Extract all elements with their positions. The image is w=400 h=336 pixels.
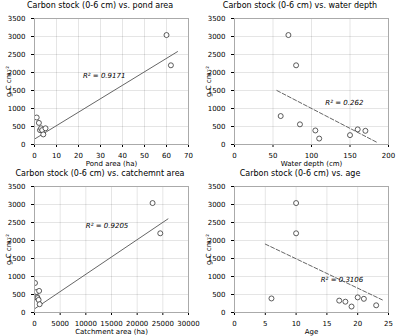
svg-text:2500: 2500 xyxy=(208,51,226,59)
svg-text:3500: 3500 xyxy=(208,183,226,191)
svg-text:R² = 0.9205: R² = 0.9205 xyxy=(86,222,129,230)
svg-text:1000: 1000 xyxy=(8,273,26,281)
svg-text:25: 25 xyxy=(384,320,393,328)
svg-text:15: 15 xyxy=(322,320,331,328)
svg-text:3000: 3000 xyxy=(208,201,226,209)
svg-text:200: 200 xyxy=(382,152,395,160)
html-text:10000 15000 20000: 10000 15000 20000 xyxy=(74,320,149,329)
svg-text:40: 40 xyxy=(118,152,127,161)
svg-text:0: 0 xyxy=(21,141,25,149)
svg-text:2000: 2000 xyxy=(207,68,226,77)
svg-text:3000: 3000 xyxy=(8,201,26,209)
html-text:Carbon stock (0-6 cm) vs. pond: Carbon stock (0-6 cm) vs. pond area xyxy=(26,1,174,10)
svg-text:500: 500 xyxy=(12,123,25,131)
svg-text:3500: 3500 xyxy=(8,183,26,191)
svg-text:500: 500 xyxy=(12,291,25,299)
svg-text:500: 500 xyxy=(212,291,225,299)
svg-text:g C cm⁻²: g C cm⁻² xyxy=(5,66,13,97)
svg-text:R² = 0.3106: R² = 0.3106 xyxy=(321,276,364,284)
svg-text:Water depth (cm): Water depth (cm) xyxy=(281,160,343,168)
svg-text:70: 70 xyxy=(184,152,193,160)
svg-text:0: 0 xyxy=(221,309,225,317)
svg-text:1000: 1000 xyxy=(208,273,226,281)
svg-text:2500: 2500 xyxy=(8,219,26,227)
svg-text:500: 500 xyxy=(212,123,225,131)
svg-text:2500: 2500 xyxy=(208,219,226,227)
svg-text:60: 60 xyxy=(162,152,171,160)
svg-text:3500: 3500 xyxy=(8,15,26,23)
svg-text:0: 0 xyxy=(32,152,36,160)
svg-text:R² = 0.262: R² = 0.262 xyxy=(325,99,364,107)
svg-text:0: 0 xyxy=(221,141,225,149)
svg-text:2000: 2000 xyxy=(7,236,26,245)
svg-text:5000: 5000 xyxy=(51,320,69,328)
svg-text:150: 150 xyxy=(343,152,356,160)
svg-text:2000: 2000 xyxy=(7,68,26,77)
svg-text:2000: 2000 xyxy=(207,236,226,245)
html-text:Carbon stock (0-6 cm) vs. wate: Carbon stock (0-6 cm) vs. water depth xyxy=(222,1,378,10)
svg-text:1000: 1000 xyxy=(208,105,226,113)
svg-text:5: 5 xyxy=(263,320,267,328)
svg-text:R² = 0.9171: R² = 0.9171 xyxy=(83,72,125,80)
svg-text:Age: Age xyxy=(305,328,319,336)
svg-text:20: 20 xyxy=(74,152,83,160)
svg-text:1500: 1500 xyxy=(7,254,26,263)
svg-text:0: 0 xyxy=(21,309,25,317)
svg-text:10: 10 xyxy=(292,320,301,328)
svg-text:50: 50 xyxy=(140,152,149,160)
svg-text:1000: 1000 xyxy=(8,105,26,113)
svg-text:20: 20 xyxy=(353,320,362,328)
svg-text:30: 30 xyxy=(96,152,105,161)
html-text:Carbon stock (0-6 cm) vs. catc: Carbon stock (0-6 cm) vs. catchemnt area xyxy=(15,169,185,178)
svg-text:100: 100 xyxy=(304,152,319,161)
svg-text:3000: 3000 xyxy=(8,33,26,41)
svg-text:Catchment area (ha): Catchment area (ha) xyxy=(75,328,148,336)
svg-text:1500: 1500 xyxy=(207,86,226,95)
svg-text:30000: 30000 xyxy=(177,320,199,328)
html-text:Carbon stock (0-6 cm) vs. age: Carbon stock (0-6 cm) vs. age xyxy=(239,169,361,178)
svg-text:1500: 1500 xyxy=(207,254,226,263)
svg-text:3500: 3500 xyxy=(208,15,226,23)
svg-text:1500: 1500 xyxy=(7,86,26,95)
svg-text:g C cm⁻²: g C cm⁻² xyxy=(5,234,13,265)
svg-text:0: 0 xyxy=(232,152,236,160)
svg-text:0: 0 xyxy=(32,320,36,328)
svg-text:Pond area (ha): Pond area (ha) xyxy=(86,160,138,168)
svg-text:2500: 2500 xyxy=(8,51,26,59)
svg-text:50: 50 xyxy=(269,152,278,160)
svg-text:3000: 3000 xyxy=(208,33,226,41)
svg-text:g C cm⁻²: g C cm⁻² xyxy=(205,66,213,97)
svg-text:10: 10 xyxy=(52,152,61,160)
svg-text:25000: 25000 xyxy=(152,320,174,328)
svg-text:0: 0 xyxy=(232,320,236,328)
svg-text:g C cm⁻²: g C cm⁻² xyxy=(205,234,213,265)
